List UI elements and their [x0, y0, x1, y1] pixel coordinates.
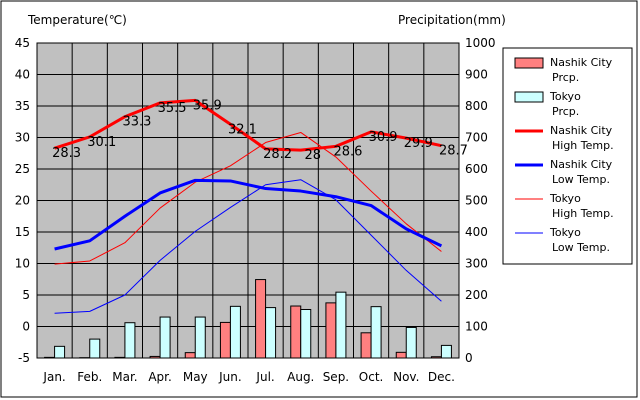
- right-tick-label: 1000: [465, 36, 496, 50]
- data-label: 28.6: [333, 144, 362, 159]
- x-tick-label: Jul.: [255, 370, 274, 384]
- precip-bar: [159, 316, 171, 359]
- left-tick-label: 5: [22, 288, 30, 302]
- legend-label: Tokyo: [549, 90, 581, 103]
- x-tick-label: Dec.: [428, 370, 455, 384]
- right-tick-label: 600: [465, 162, 488, 176]
- legend-label: Nashik City: [550, 158, 613, 171]
- data-label: 29.9: [404, 136, 433, 151]
- legend-label: Tokyo: [549, 226, 581, 239]
- x-tick-label: Sep.: [323, 370, 349, 384]
- precip-bar: [184, 352, 196, 359]
- legend-label: Prcp.: [552, 105, 579, 118]
- temp-line: [54, 178, 443, 251]
- precip-bar: [290, 305, 302, 359]
- precip-bar: [44, 356, 56, 359]
- precip-bar: [395, 351, 407, 359]
- legend-label: Tokyo: [549, 192, 581, 205]
- legend-label: Nashik City: [550, 124, 613, 137]
- legend: Nashik City Prcp. Tokyo Prcp. Nashik City Hig…: [514, 56, 614, 254]
- left-tick-label: 10: [15, 257, 30, 271]
- x-tick-label: Apr.: [148, 370, 171, 384]
- temp-line: [54, 98, 442, 152]
- legend-label: Low Temp.: [552, 241, 610, 254]
- legend-label: High Temp.: [552, 139, 614, 152]
- precip-bar: [89, 338, 101, 359]
- legend-label: Nashik City: [550, 56, 613, 69]
- precip-bar: [370, 306, 382, 359]
- data-label: 35.5: [158, 101, 187, 116]
- data-label: 30.1: [87, 135, 116, 150]
- data-label: 32.1: [228, 122, 257, 137]
- lines: [54, 98, 443, 314]
- x-tick-label: Nov.: [393, 370, 419, 384]
- x-tick-label: Jun.: [218, 370, 242, 384]
- precip-bar: [335, 291, 347, 359]
- right-tick-label: 900: [465, 68, 488, 82]
- precip-bar: [430, 356, 442, 359]
- right-tick-label: 100: [465, 320, 488, 334]
- legend-swatch: [514, 57, 544, 69]
- precip-bar: [54, 345, 66, 359]
- right-tick-label: 800: [465, 99, 488, 113]
- left-tick-label: 45: [15, 36, 30, 50]
- temp-line: [54, 131, 442, 265]
- right-tick-label: 300: [465, 257, 488, 271]
- x-tick-label: Oct.: [359, 370, 384, 384]
- precip-bar: [229, 305, 241, 359]
- precip-bar: [219, 321, 231, 359]
- left-tick-label: 35: [15, 99, 30, 113]
- x-tick-label: Aug.: [287, 370, 314, 384]
- left-tick-label: 20: [15, 194, 30, 208]
- legend-label: Low Temp.: [552, 173, 610, 186]
- data-label: 35.9: [193, 98, 222, 113]
- left-tick-label: 30: [15, 131, 30, 145]
- right-tick-label: 500: [465, 194, 488, 208]
- x-tick-label: Mar.: [112, 370, 137, 384]
- bars: [44, 279, 452, 359]
- legend-box: [502, 47, 633, 265]
- left-tick-label: 25: [15, 162, 30, 176]
- x-tick-label: Feb.: [77, 370, 102, 384]
- precip-bar: [405, 326, 417, 359]
- right-tick-label: 0: [465, 351, 473, 365]
- precip-bar: [440, 344, 452, 359]
- left-tick-label: 0: [22, 320, 30, 334]
- x-tick-label: Jan.: [42, 370, 65, 384]
- precip-bar: [114, 356, 126, 359]
- data-label: 33.3: [122, 115, 151, 130]
- left-tick-label: -5: [18, 351, 30, 365]
- precip-bar: [149, 355, 161, 359]
- data-label: 28: [304, 148, 321, 163]
- legend-label: Prcp.: [552, 71, 579, 84]
- data-labels: 28.3 30.1 33.3 35.5 35.9 32.1 28.2 28 28.6 30.9 29…: [52, 98, 468, 163]
- legend-label: High Temp.: [552, 207, 614, 220]
- axes: -5 0 5 10 15 20 25 30 35 40 45 0 100 200 300 400 500 600 7…: [15, 36, 496, 384]
- right-tick-label: 400: [465, 225, 488, 239]
- data-label: 28.2: [263, 147, 292, 162]
- left-tick-label: 15: [15, 225, 30, 239]
- data-label: 30.9: [369, 130, 398, 145]
- precip-bar: [265, 307, 277, 359]
- right-tick-label: 200: [465, 288, 488, 302]
- data-label: 28.7: [439, 144, 468, 159]
- precip-bar: [255, 279, 267, 359]
- precip-bar: [124, 322, 136, 359]
- left-axis-title: Temperature(℃): [27, 13, 127, 27]
- x-tick-label: May: [183, 370, 208, 384]
- precip-bar: [325, 302, 337, 359]
- precip-bar: [300, 308, 312, 359]
- data-label: 28.3: [52, 146, 81, 161]
- temp-line: [54, 179, 442, 314]
- grid: [37, 43, 459, 358]
- precip-bar: [194, 316, 206, 359]
- left-tick-label: 40: [15, 68, 30, 82]
- right-axis-title: Precipitation(mm): [398, 13, 506, 27]
- right-tick-label: 700: [465, 131, 488, 145]
- precip-bar: [360, 332, 372, 359]
- legend-swatch: [514, 91, 544, 103]
